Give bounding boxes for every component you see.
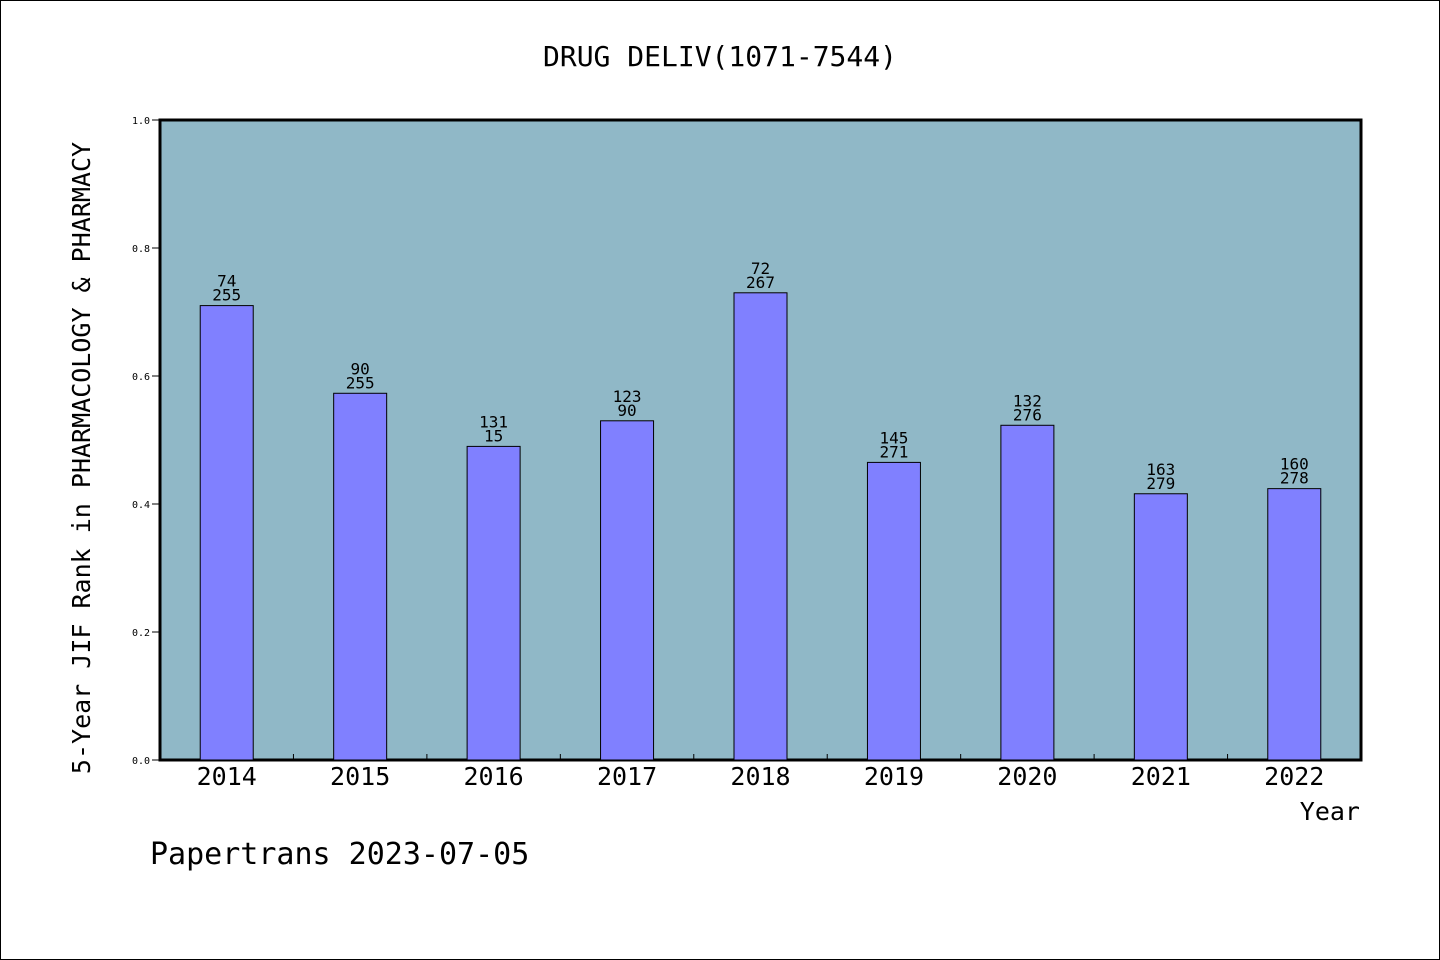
x-tick-label: 2021 bbox=[1131, 762, 1191, 791]
bar-labels-group: 7425590255131151239072267145271132276163… bbox=[212, 259, 1308, 493]
y-tick-label: 0.0 bbox=[132, 756, 150, 767]
x-tick-label: 2014 bbox=[197, 762, 257, 791]
chart-title: DRUG DELIV(1071-7544) bbox=[543, 40, 897, 73]
bar-label-total: 279 bbox=[1146, 474, 1175, 493]
bar-label-rank: 72 bbox=[751, 259, 770, 278]
bar-2017 bbox=[600, 420, 655, 761]
bar-2015 bbox=[333, 392, 388, 761]
bar-label-total: 90 bbox=[617, 401, 636, 420]
y-tick-label: 0.6 bbox=[132, 372, 150, 383]
y-axis-label: 5-Year JIF Rank in PHARMACOLOGY & PHARMA… bbox=[67, 142, 96, 774]
bar-label-rank: 132 bbox=[1013, 391, 1042, 410]
bar-2016 bbox=[466, 445, 521, 761]
bar-2018 bbox=[733, 292, 788, 761]
y-tick-label: 0.4 bbox=[132, 500, 150, 511]
bar-label-total: 278 bbox=[1280, 469, 1309, 488]
x-tick-label: 2022 bbox=[1264, 762, 1324, 791]
x-axis-label: Year bbox=[1300, 797, 1360, 826]
bar-2021 bbox=[1133, 493, 1188, 761]
bar-label-rank: 160 bbox=[1280, 455, 1309, 474]
bar-label-total: 271 bbox=[879, 442, 908, 461]
x-tick-label: 2015 bbox=[330, 762, 390, 791]
x-tick-label: 2017 bbox=[597, 762, 657, 791]
bar-label-rank: 123 bbox=[613, 387, 642, 406]
bar-label-total: 255 bbox=[212, 286, 241, 305]
bar-label-total: 267 bbox=[746, 273, 775, 292]
bar-2020 bbox=[1000, 424, 1055, 761]
bar-label-total: 276 bbox=[1013, 405, 1042, 424]
bar-label-rank: 74 bbox=[217, 272, 236, 291]
bars-group bbox=[199, 292, 1322, 761]
y-tick-label: 0.2 bbox=[132, 628, 150, 639]
bar-label-total: 15 bbox=[484, 426, 503, 445]
bar-label-rank: 145 bbox=[879, 428, 908, 447]
bar-2019 bbox=[866, 461, 921, 761]
bar-2022 bbox=[1267, 488, 1322, 761]
y-tick-label: 1.0 bbox=[132, 116, 150, 127]
x-tick-label: 2019 bbox=[864, 762, 924, 791]
x-tick-label: 2020 bbox=[997, 762, 1057, 791]
bar-2014 bbox=[199, 305, 254, 761]
y-axis-ticks: 0.0 0.2 0.4 0.6 0.8 1.0 bbox=[132, 116, 160, 767]
footer-text: Papertrans 2023-07-05 bbox=[150, 837, 529, 872]
bar-label-total: 255 bbox=[346, 373, 375, 392]
x-tick-label: 2016 bbox=[464, 762, 524, 791]
y-tick-label: 0.8 bbox=[132, 244, 150, 255]
x-axis-ticks: 2014 2015 2016 2017 2018 2019 2020 2021 2022 bbox=[197, 754, 1324, 791]
bar-label-rank: 90 bbox=[351, 359, 370, 378]
bar-label-rank: 163 bbox=[1146, 460, 1175, 479]
x-tick-label: 2018 bbox=[730, 762, 790, 791]
bar-label-rank: 131 bbox=[479, 412, 508, 431]
